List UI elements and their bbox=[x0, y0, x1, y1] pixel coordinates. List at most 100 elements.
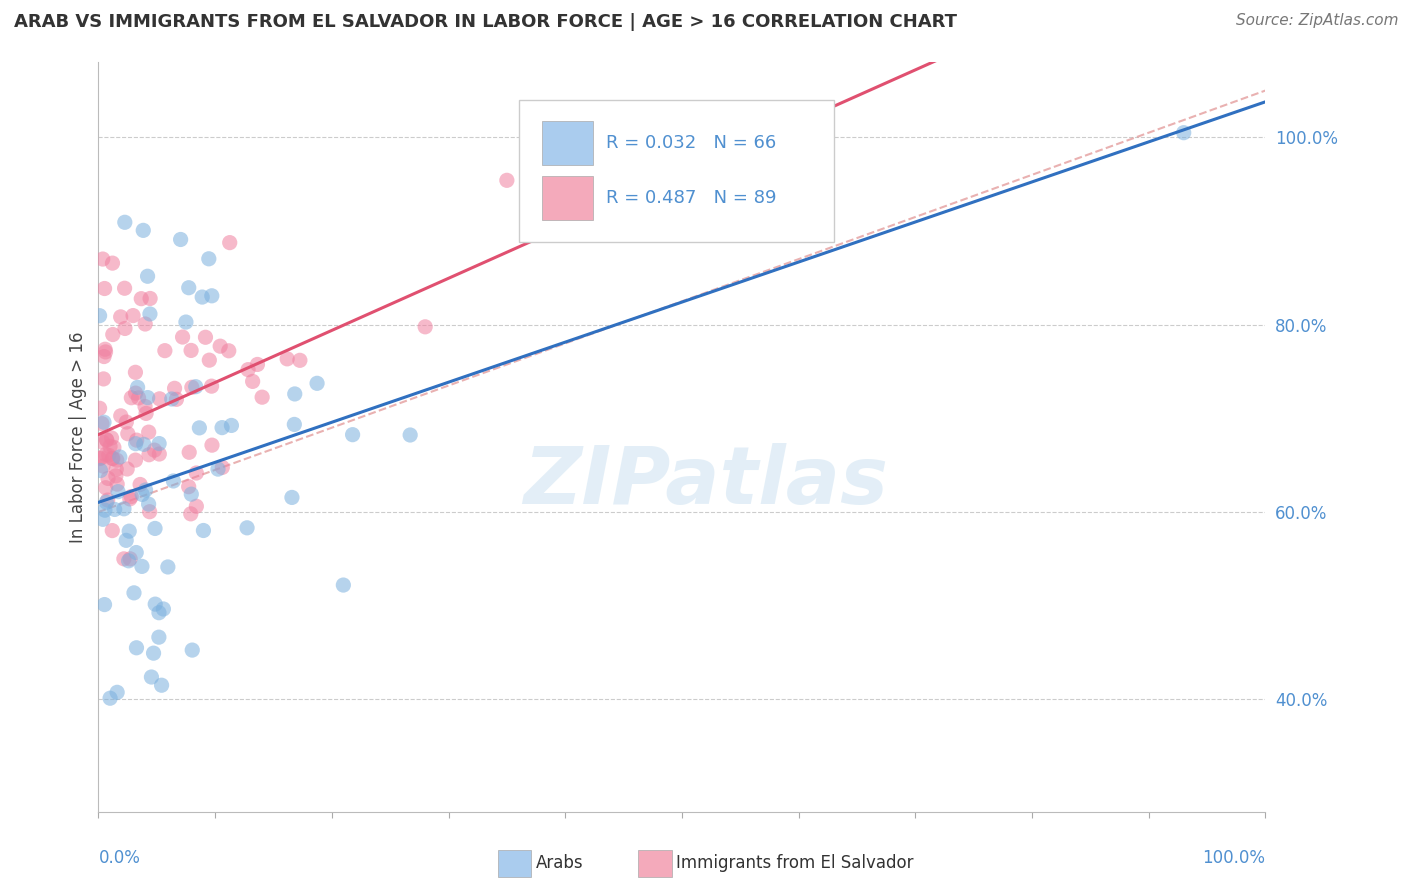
Point bbox=[172, 330, 194, 344]
Point bbox=[186, 500, 208, 514]
Point bbox=[136, 391, 159, 405]
Point bbox=[179, 445, 201, 459]
Text: R = 0.032   N = 66: R = 0.032 N = 66 bbox=[606, 134, 776, 152]
Point bbox=[94, 447, 117, 461]
Point bbox=[114, 321, 136, 335]
Point bbox=[93, 598, 115, 612]
FancyBboxPatch shape bbox=[519, 100, 834, 243]
Text: ZIPatlas: ZIPatlas bbox=[523, 443, 887, 521]
Point bbox=[413, 319, 436, 334]
Point bbox=[135, 483, 157, 497]
Point bbox=[117, 554, 139, 568]
Point bbox=[91, 252, 114, 266]
Point bbox=[250, 390, 273, 404]
Point bbox=[153, 343, 176, 358]
Point bbox=[180, 487, 202, 501]
Point bbox=[139, 307, 162, 321]
Point bbox=[138, 505, 160, 519]
Point bbox=[122, 586, 145, 600]
Y-axis label: In Labor Force | Age > 16: In Labor Force | Age > 16 bbox=[69, 331, 87, 543]
Point bbox=[117, 426, 139, 441]
Point bbox=[94, 343, 117, 357]
Point bbox=[91, 512, 114, 526]
Point bbox=[636, 163, 658, 178]
Point bbox=[194, 330, 217, 344]
Text: R = 0.487   N = 89: R = 0.487 N = 89 bbox=[606, 189, 776, 207]
Point bbox=[148, 392, 170, 406]
Point bbox=[89, 451, 111, 466]
Text: 100.0%: 100.0% bbox=[1202, 849, 1265, 867]
Point bbox=[94, 481, 117, 495]
FancyBboxPatch shape bbox=[541, 176, 593, 219]
Point bbox=[89, 463, 111, 477]
Point bbox=[138, 425, 160, 439]
Point bbox=[496, 173, 519, 187]
Point bbox=[125, 545, 148, 559]
Point bbox=[201, 289, 224, 303]
Point bbox=[98, 691, 121, 706]
Point bbox=[105, 453, 128, 467]
Point bbox=[242, 375, 264, 389]
Point bbox=[218, 343, 240, 358]
Point bbox=[93, 415, 115, 429]
Point bbox=[200, 379, 222, 393]
Point bbox=[156, 560, 179, 574]
Point bbox=[94, 503, 117, 517]
Point bbox=[91, 435, 114, 450]
Point bbox=[107, 484, 129, 499]
Point bbox=[399, 428, 422, 442]
Point bbox=[112, 501, 135, 516]
Text: ARAB VS IMMIGRANTS FROM EL SALVADOR IN LABOR FORCE | AGE > 16 CORRELATION CHART: ARAB VS IMMIGRANTS FROM EL SALVADOR IN L… bbox=[14, 13, 957, 31]
Point bbox=[165, 392, 187, 407]
Point bbox=[129, 292, 152, 306]
Point bbox=[100, 431, 122, 445]
Point bbox=[94, 345, 117, 359]
Point bbox=[221, 418, 243, 433]
Point bbox=[284, 387, 307, 401]
Point bbox=[128, 391, 150, 405]
Point bbox=[90, 450, 112, 465]
Point bbox=[114, 215, 136, 229]
Point bbox=[188, 421, 211, 435]
Point bbox=[124, 386, 146, 401]
Point bbox=[96, 433, 118, 447]
Point bbox=[115, 415, 138, 429]
Point bbox=[103, 441, 125, 455]
Point bbox=[105, 685, 128, 699]
Point bbox=[236, 521, 259, 535]
Point bbox=[169, 232, 191, 246]
Point bbox=[184, 380, 207, 394]
Point bbox=[148, 447, 170, 461]
Point bbox=[193, 524, 215, 538]
Point bbox=[136, 269, 159, 284]
Point bbox=[198, 252, 221, 266]
Point bbox=[101, 327, 124, 342]
Point bbox=[148, 436, 170, 450]
Point bbox=[101, 524, 124, 538]
Point bbox=[125, 433, 148, 447]
Point bbox=[96, 433, 118, 447]
Point bbox=[101, 256, 124, 270]
Point bbox=[93, 372, 115, 386]
Point bbox=[211, 460, 233, 475]
Point bbox=[97, 471, 120, 485]
Point bbox=[180, 380, 202, 394]
Point bbox=[162, 474, 184, 488]
Point bbox=[91, 458, 114, 473]
Point bbox=[89, 401, 111, 416]
Point bbox=[276, 351, 298, 366]
Point bbox=[110, 310, 132, 324]
Point bbox=[104, 502, 127, 516]
Point bbox=[160, 392, 183, 406]
Point bbox=[131, 559, 153, 574]
Point bbox=[134, 400, 156, 414]
Point bbox=[115, 462, 138, 476]
Point bbox=[150, 678, 173, 692]
Point bbox=[105, 477, 128, 491]
Point bbox=[108, 450, 131, 464]
Point bbox=[138, 497, 160, 511]
Point bbox=[93, 350, 115, 364]
Point bbox=[180, 343, 202, 358]
Point bbox=[342, 427, 364, 442]
Point bbox=[207, 462, 229, 476]
